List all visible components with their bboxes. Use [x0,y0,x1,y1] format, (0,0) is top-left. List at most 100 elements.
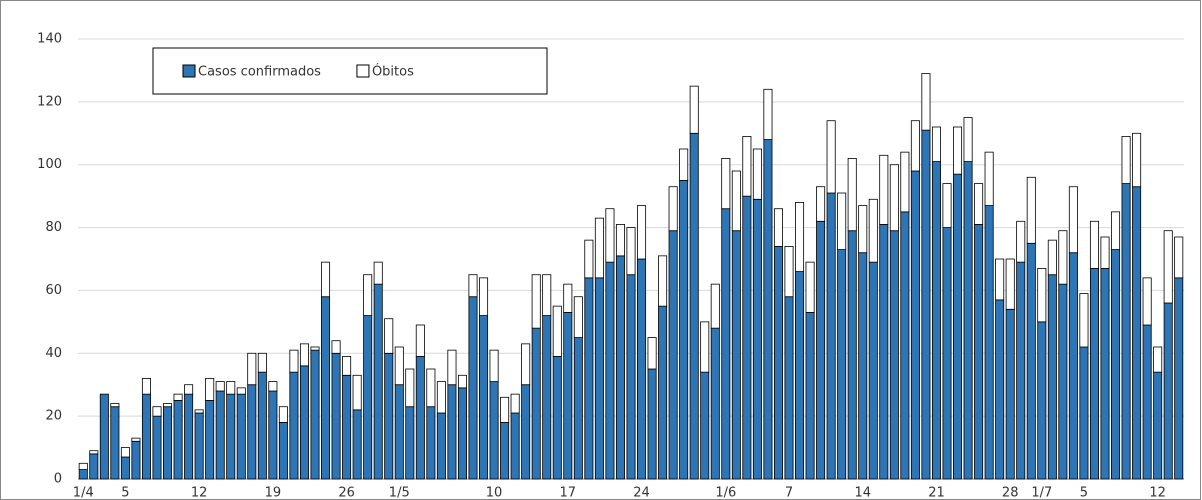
x-tick-label: 12 [1149,486,1166,500]
bar [120,456,130,480]
bar [805,261,815,313]
legend-label: Óbitos [372,64,414,80]
bar [615,224,625,257]
bar [89,453,99,480]
bar [131,440,141,480]
bar [700,321,710,373]
bar [184,384,194,395]
bar [742,195,752,480]
bar [731,170,741,232]
bar [752,198,762,480]
bar [1163,302,1173,480]
y-tick-label: 20 [45,409,62,424]
bar [700,371,710,480]
bar [521,343,531,386]
bar [99,393,109,480]
bar [299,343,309,367]
bar [584,239,594,279]
bar [257,371,267,480]
bar [163,403,173,408]
x-tick-label: 5 [121,486,129,500]
bar [405,368,415,408]
bar [384,352,394,480]
bar [321,296,331,480]
bar [668,186,678,232]
bar [668,230,678,480]
bar [1068,252,1078,480]
bar [110,403,120,408]
bar [953,173,963,480]
bar [837,249,847,480]
bar [900,151,910,213]
bar [257,352,267,373]
bar [637,258,647,480]
bar [278,422,288,480]
bar [373,283,383,480]
bar [1026,176,1036,244]
bar [521,384,531,480]
bar [689,132,699,480]
x-tick-label: 1/7 [1031,486,1052,500]
bar [1005,258,1015,310]
bar [953,126,963,175]
bar [321,261,331,298]
bar [141,393,151,480]
bar [131,437,141,442]
y-tick-label: 140 [37,32,62,47]
bar [879,224,889,480]
bar [394,384,404,480]
bar [1121,183,1131,480]
bar [1058,230,1068,285]
x-tick-label: 7 [785,486,793,500]
bar [847,230,857,480]
bar [689,85,699,134]
x-tick-label: 26 [338,486,355,500]
bar [573,337,583,480]
bar [447,384,457,480]
bar [236,393,246,480]
bar [721,208,731,480]
bar [784,246,794,298]
bar [1089,268,1099,480]
bar [500,396,510,423]
bar [531,327,541,480]
bar [963,161,973,480]
bar [342,356,352,376]
bar [1089,220,1099,269]
bar [921,129,931,480]
bar [826,192,836,480]
bar [826,120,836,194]
y-tick-label: 0 [54,472,62,487]
x-tick-label: 1/5 [389,486,410,500]
bar [1037,321,1047,480]
bar [1111,211,1121,250]
bar [1016,220,1026,263]
bar [626,274,636,480]
bar [215,381,225,392]
legend-label: Casos confirmados [198,65,321,80]
bar [710,283,720,329]
bar [721,158,731,210]
bar [457,387,467,480]
bar [215,390,225,480]
bar [468,296,478,480]
x-tick-label: 17 [560,486,577,500]
bar [405,406,415,480]
bar [436,381,446,414]
bar [658,255,668,307]
bar [679,180,689,480]
bar [647,368,657,480]
bar [1047,274,1057,480]
bar [163,406,173,480]
bar [194,412,204,480]
bar [942,183,952,228]
bar [510,393,520,414]
bar [1111,249,1121,480]
bar [352,374,362,411]
bar [1005,308,1015,480]
bar [1174,236,1184,279]
bar [510,412,520,480]
bar [310,349,320,480]
bar [479,277,489,316]
bar [910,170,920,480]
